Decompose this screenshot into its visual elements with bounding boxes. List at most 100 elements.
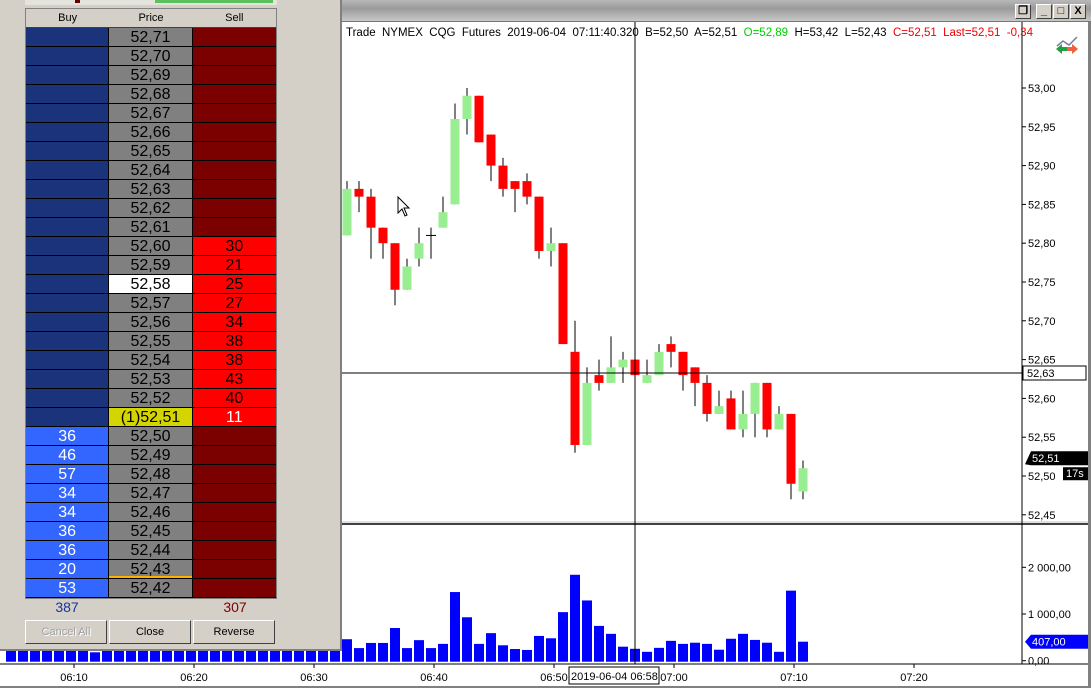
- buy-cell[interactable]: [26, 47, 110, 66]
- sell-cell[interactable]: 25: [192, 275, 277, 294]
- sell-cell[interactable]: 38: [192, 351, 277, 370]
- buy-cell[interactable]: [26, 370, 110, 389]
- ladder-row: 52,56 34: [26, 313, 277, 332]
- sell-cell[interactable]: [192, 142, 277, 161]
- price-tick-label: 52,45: [1028, 510, 1056, 522]
- sell-cell[interactable]: [192, 427, 277, 446]
- price-tick-label: 52,75: [1028, 277, 1056, 289]
- price-cell: 52,68: [109, 85, 193, 104]
- buy-cell[interactable]: [26, 199, 110, 218]
- ladder-row: (1)52,51 11: [26, 408, 277, 427]
- sell-cell[interactable]: 21: [192, 256, 277, 275]
- sell-cell[interactable]: [192, 522, 277, 541]
- buy-cell[interactable]: 36: [26, 541, 110, 560]
- buy-cell[interactable]: [26, 408, 110, 427]
- close-position-button[interactable]: Close: [109, 620, 191, 644]
- sell-cell[interactable]: [192, 465, 277, 484]
- price-tick-label: 52,90: [1028, 161, 1056, 173]
- buy-cell[interactable]: [26, 351, 110, 370]
- sell-cell[interactable]: [192, 218, 277, 237]
- sell-cell[interactable]: 34: [192, 313, 277, 332]
- buy-cell[interactable]: [26, 275, 110, 294]
- price-cell: 52,42: [109, 579, 193, 598]
- sell-cell[interactable]: [192, 503, 277, 522]
- sell-cell[interactable]: [192, 446, 277, 465]
- buy-cell[interactable]: [26, 332, 110, 351]
- volume-bar: [282, 646, 292, 662]
- buy-cell[interactable]: 53: [26, 579, 110, 598]
- buy-cell[interactable]: 46: [26, 446, 110, 465]
- minimize-button[interactable]: _: [1036, 4, 1052, 19]
- buy-cell[interactable]: 36: [26, 427, 110, 446]
- price-cell: 52,66: [109, 123, 193, 142]
- buy-cell[interactable]: 34: [26, 484, 110, 503]
- buy-cell[interactable]: 20: [26, 560, 110, 579]
- sell-cell[interactable]: [192, 541, 277, 560]
- close-window-button[interactable]: X: [1070, 4, 1086, 19]
- buy-cell[interactable]: [26, 104, 110, 123]
- buy-cell[interactable]: [26, 294, 110, 313]
- ladder-row: 46 52,49: [26, 446, 277, 465]
- sell-cell[interactable]: 38: [192, 332, 277, 351]
- buy-cell[interactable]: [26, 85, 110, 104]
- maximize-button[interactable]: □: [1053, 4, 1069, 19]
- candle-body: [798, 468, 808, 492]
- sell-cell[interactable]: [192, 579, 277, 598]
- sell-cell[interactable]: 30: [192, 237, 277, 256]
- volume-bar: [450, 592, 460, 662]
- buy-cell[interactable]: [26, 313, 110, 332]
- sell-cell[interactable]: [192, 484, 277, 503]
- buy-cell[interactable]: [26, 180, 110, 199]
- dom-trader-panel: Buy Price Sell 52,71 52,70 52,69 52,68 52,67…: [0, 0, 342, 651]
- sell-cell[interactable]: [192, 123, 277, 142]
- buy-cell[interactable]: [26, 389, 110, 408]
- buy-cell[interactable]: [26, 28, 110, 47]
- sell-cell[interactable]: 27: [192, 294, 277, 313]
- price-volume-chart[interactable]: 53,00 52,95 52,90 52,85 52,80 52,75 52,70 52,65…: [0, 22, 1088, 688]
- price-cell: 52,58: [109, 275, 193, 294]
- restore-window-button[interactable]: ❐: [1015, 4, 1031, 19]
- buy-cell[interactable]: 34: [26, 503, 110, 522]
- sell-cell[interactable]: 43: [192, 370, 277, 389]
- volume-bar: [6, 646, 16, 662]
- candle-body: [726, 398, 736, 430]
- buy-cell[interactable]: [26, 123, 110, 142]
- price-cell: 52,57: [109, 294, 193, 313]
- cancel-all-button[interactable]: Cancel All: [25, 620, 107, 644]
- buy-cell[interactable]: [26, 142, 110, 161]
- buy-cell[interactable]: [26, 256, 110, 275]
- sell-cell[interactable]: [192, 161, 277, 180]
- sell-cell[interactable]: [192, 560, 277, 579]
- volume-bar: [570, 574, 580, 662]
- sell-cell[interactable]: [192, 180, 277, 199]
- volume-bar: [654, 647, 664, 662]
- volume-bar: [498, 645, 508, 662]
- buy-cell[interactable]: [26, 218, 110, 237]
- candle-body: [666, 344, 676, 352]
- buy-cell[interactable]: [26, 237, 110, 256]
- sell-cell[interactable]: [192, 47, 277, 66]
- volume-bar: [114, 646, 124, 662]
- volume-bar: [426, 648, 436, 662]
- sell-header: Sell: [225, 12, 244, 24]
- last-price-tag: [1025, 451, 1088, 466]
- buy-cell[interactable]: 57: [26, 465, 110, 484]
- volume-bar: [762, 642, 772, 662]
- buy-cell[interactable]: 36: [26, 522, 110, 541]
- sell-cell[interactable]: [192, 199, 277, 218]
- reverse-button[interactable]: Reverse: [193, 620, 275, 644]
- buy-cell[interactable]: [26, 66, 110, 85]
- sell-cell[interactable]: 40: [192, 389, 277, 408]
- price-cell: 52,53: [109, 370, 193, 389]
- volume-bar: [546, 638, 556, 662]
- price-tick-label: 52,95: [1028, 122, 1056, 134]
- candle-body: [654, 351, 664, 376]
- sell-cell[interactable]: [192, 104, 277, 123]
- sell-cell[interactable]: [192, 85, 277, 104]
- sell-cell[interactable]: 11: [192, 408, 277, 427]
- arrow-cursor-icon: [397, 195, 411, 217]
- buy-cell[interactable]: [26, 161, 110, 180]
- quote-info: Trade NYMEX CQG Futures 2019-06-04 07:11…: [346, 27, 744, 39]
- sell-cell[interactable]: [192, 66, 277, 85]
- sell-cell[interactable]: [192, 28, 277, 47]
